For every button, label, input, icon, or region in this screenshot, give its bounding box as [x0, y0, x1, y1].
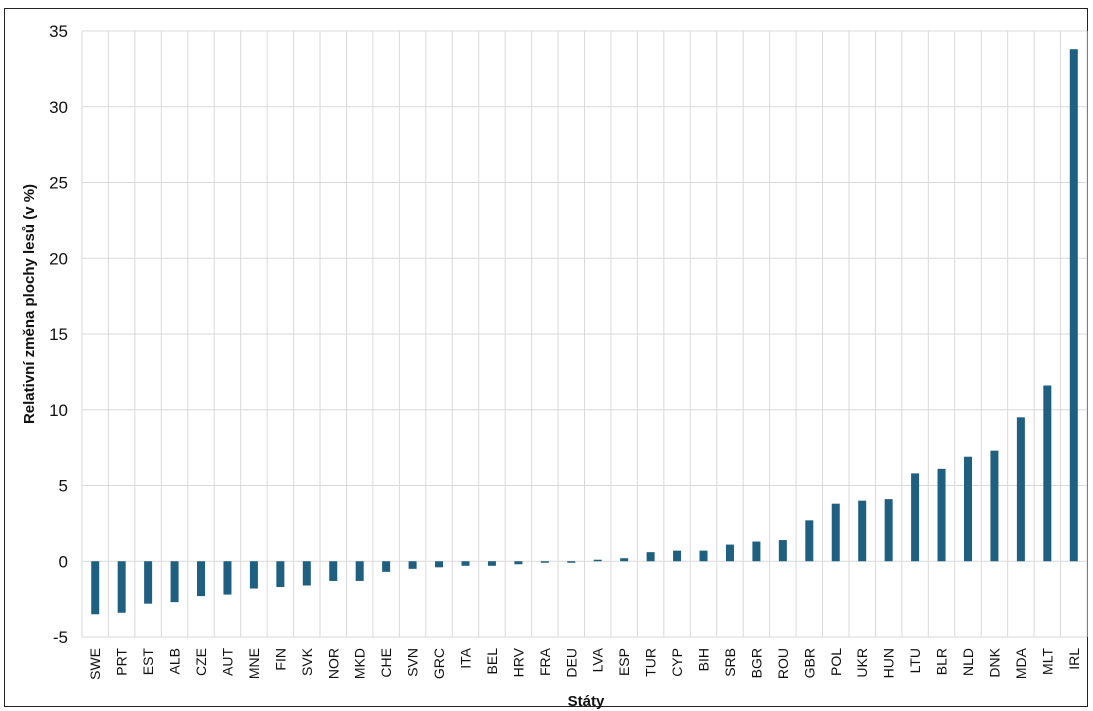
y-tick-label: -5 [53, 628, 68, 647]
y-axis-label: Relativní změna plochy lesů (v %) [21, 184, 38, 424]
bar-bgr [752, 541, 761, 562]
x-tick-label: BEL [484, 648, 500, 675]
x-tick-label: BGR [748, 648, 764, 678]
bar-ita [461, 561, 470, 566]
bar-esp [620, 558, 629, 562]
y-tick-label: 10 [49, 401, 68, 420]
y-tick-label: 35 [49, 22, 68, 41]
x-tick-label: LVA [590, 647, 606, 672]
bar-swe [91, 561, 100, 615]
bar-svk [302, 561, 311, 586]
x-tick-label: MKD [352, 648, 368, 679]
x-axis-ticks: SWE PRT EST ALB CZE AUT MNE FIN SVK NOR MKD CHE SVN G… [87, 647, 1082, 680]
bar-blr [937, 468, 946, 562]
bar-pol [831, 503, 840, 562]
gridlines [81, 30, 1088, 638]
bar-cyp [673, 550, 682, 562]
x-tick-label: UKR [854, 648, 870, 678]
bar-nld [963, 456, 972, 562]
bar-deu [567, 561, 576, 563]
bar-prt [117, 561, 126, 613]
bar-mlt [1043, 385, 1052, 562]
x-tick-label: BIH [696, 648, 712, 671]
x-tick-label: EST [140, 648, 156, 676]
y-tick-label: 30 [49, 98, 68, 117]
x-tick-label: POL [828, 648, 844, 676]
x-tick-label: DEU [563, 648, 579, 678]
x-tick-label: SVN [405, 648, 421, 677]
x-axis-label: Státy [568, 693, 605, 710]
x-tick-label: TUR [643, 648, 659, 677]
y-tick-label: 15 [49, 325, 68, 344]
bar-bih [699, 550, 708, 562]
x-tick-label: BLR [934, 648, 950, 675]
x-tick-label: CZE [193, 648, 209, 676]
x-tick-label: CYP [669, 648, 685, 677]
bar-grc [435, 561, 444, 568]
bar-tur [646, 552, 655, 562]
bar-mda [1016, 417, 1025, 562]
x-tick-label: SRB [722, 648, 738, 677]
x-tick-label: AUT [219, 648, 235, 676]
x-tick-label: SWE [87, 648, 103, 680]
x-tick-label: ROU [775, 648, 791, 679]
bar-mkd [355, 561, 364, 581]
bar-irl [1069, 49, 1078, 562]
x-tick-label: GRC [431, 648, 447, 679]
x-tick-label: ITA [457, 647, 473, 668]
bar-rou [778, 540, 787, 562]
bar-hun [884, 499, 893, 562]
x-tick-label: MLT [1039, 648, 1055, 675]
x-tick-label: IRL [1066, 648, 1082, 670]
x-tick-label: LTU [907, 648, 923, 673]
bar-srb [725, 544, 734, 562]
x-tick-label: HUN [881, 648, 897, 678]
bar-mne [249, 561, 258, 589]
bar-svn [408, 561, 417, 569]
bar-ukr [858, 500, 867, 562]
bar-gbr [805, 520, 814, 562]
bar-aut [223, 561, 232, 595]
x-tick-label: MNE [246, 648, 262, 679]
y-axis-ticks: -5 0 5 10 15 20 25 30 35 [49, 22, 68, 647]
x-tick-label: DNK [986, 647, 1002, 677]
y-tick-label: 25 [49, 174, 68, 193]
bar-est [144, 561, 153, 604]
bar-dnk [990, 450, 999, 562]
x-tick-label: CHE [378, 648, 394, 678]
bar-bel [487, 561, 496, 566]
x-tick-label: HRV [510, 647, 526, 677]
bar-fra [540, 561, 549, 563]
bar-alb [170, 561, 179, 603]
bar-lva [593, 559, 602, 562]
x-tick-label: NOR [325, 648, 341, 679]
bar-nor [329, 561, 338, 581]
x-tick-label: GBR [801, 648, 817, 678]
x-tick-label: FRA [537, 647, 553, 676]
y-tick-label: 0 [59, 552, 68, 571]
bar-ltu [911, 473, 920, 562]
x-tick-label: PRT [114, 648, 130, 676]
x-tick-label: MDA [1013, 647, 1029, 679]
x-tick-label: ESP [616, 648, 632, 676]
bar-hrv [514, 561, 523, 565]
x-tick-label: FIN [272, 648, 288, 671]
x-tick-label: NLD [960, 648, 976, 676]
y-tick-label: 20 [49, 249, 68, 268]
x-tick-label: ALB [167, 648, 183, 674]
bar-cze [197, 561, 206, 597]
bars [91, 49, 1078, 615]
bar-fin [276, 561, 285, 588]
bar-che [382, 561, 391, 572]
y-tick-label: 5 [59, 477, 68, 496]
x-tick-label: SVK [299, 647, 315, 676]
